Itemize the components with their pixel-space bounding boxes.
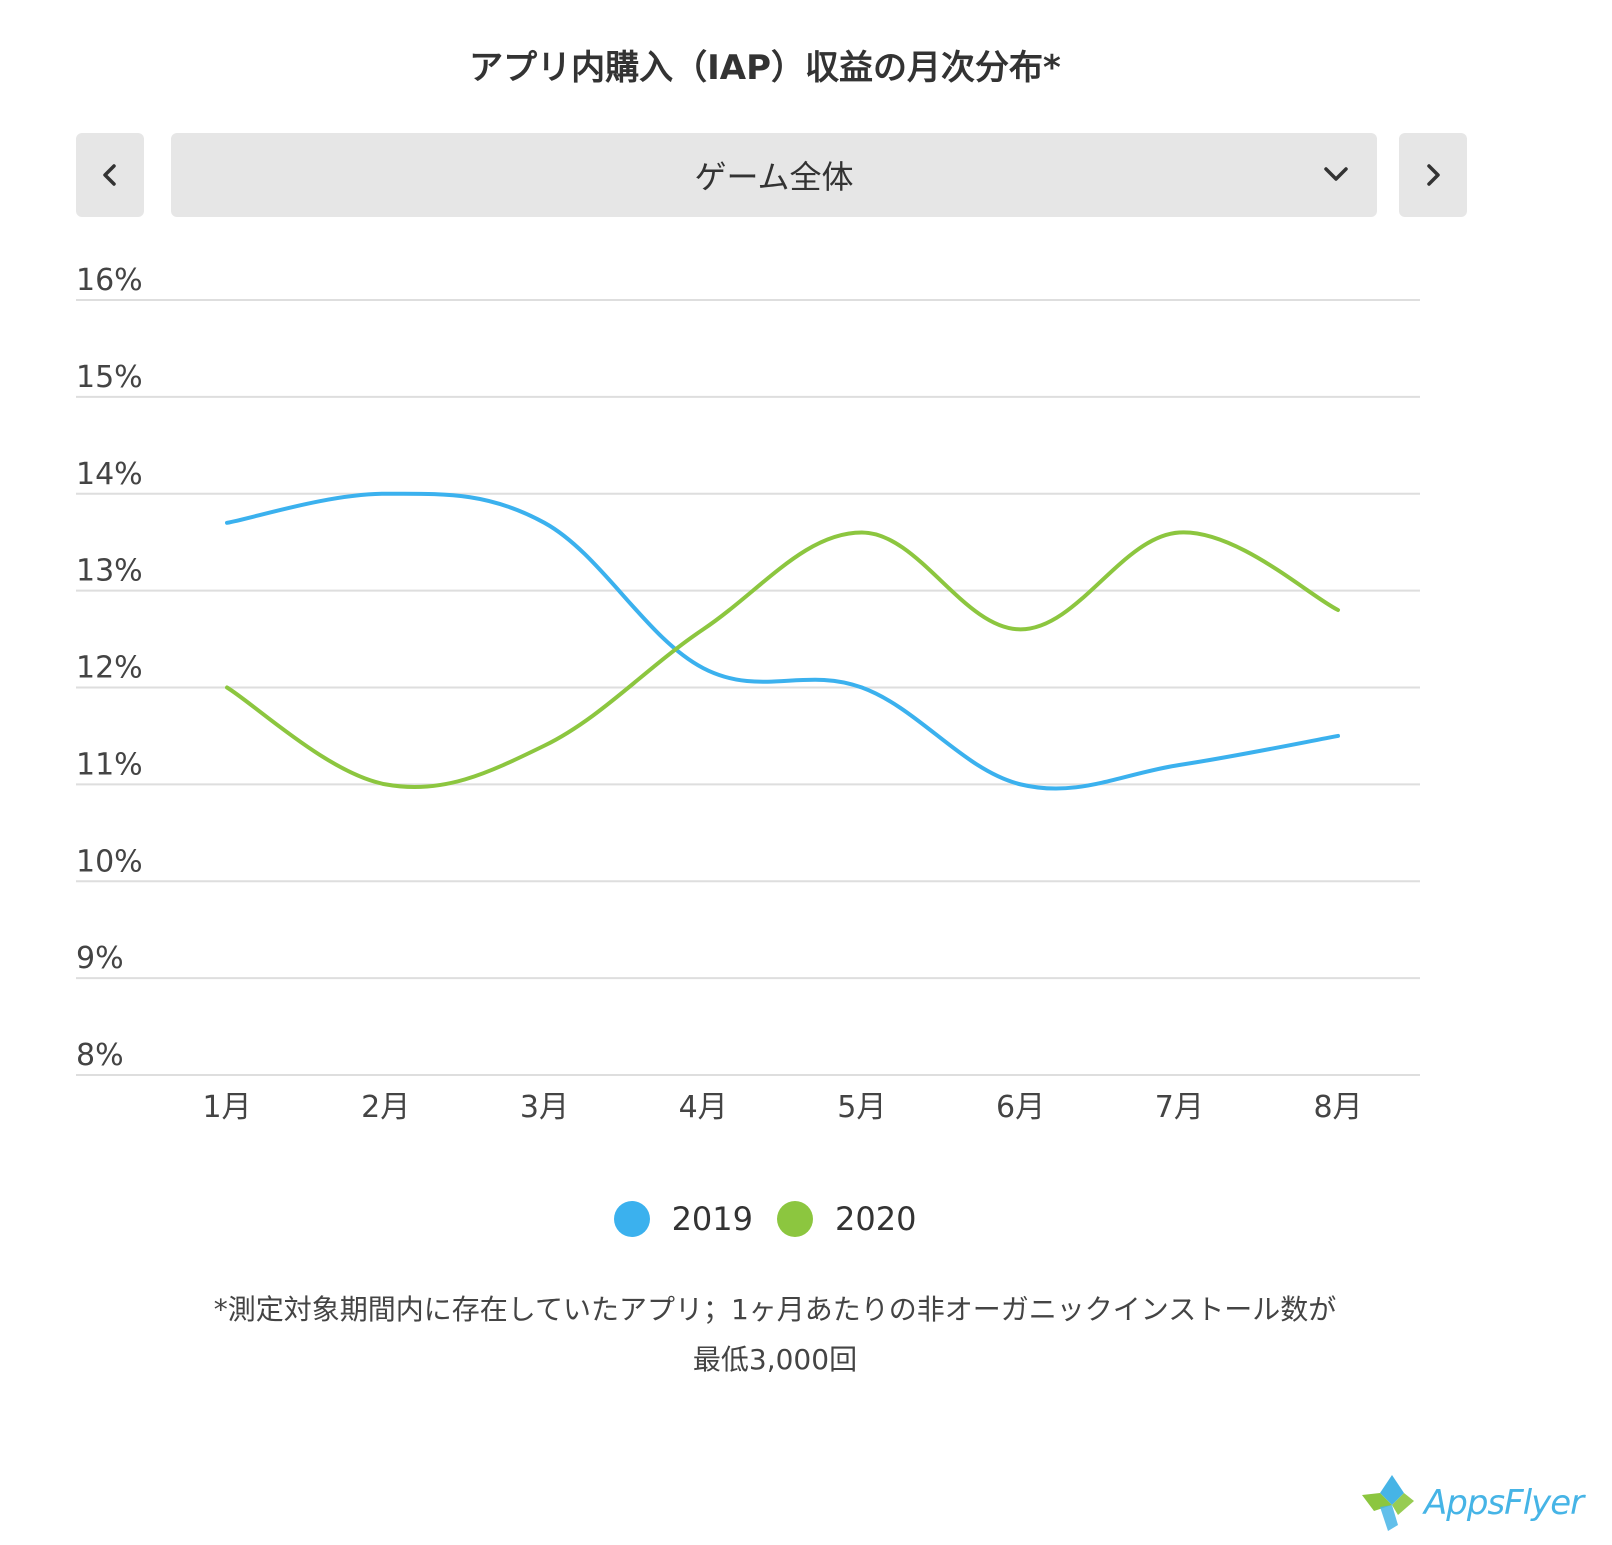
appsflyer-logo-text: AppsFlyer bbox=[1424, 1483, 1584, 1523]
chart-legend: 2019 2020 bbox=[0, 1200, 1530, 1238]
x-tick-label: 5月 bbox=[837, 1090, 886, 1125]
chevron-down-icon bbox=[1324, 167, 1348, 181]
y-tick-label: 8% bbox=[76, 1038, 124, 1073]
prev-button[interactable] bbox=[76, 133, 144, 217]
appsflyer-logo: AppsFlyer bbox=[1358, 1470, 1594, 1536]
line-chart: 16% 15% 14% 13% 12% 11% 10% 9% 8% 1月 2月 3月 4月 5月 6月 7月 8… bbox=[76, 263, 1420, 1125]
legend-item-2019[interactable]: 2019 bbox=[613, 1200, 753, 1238]
x-tick-label: 3月 bbox=[520, 1090, 569, 1125]
chevron-left-icon bbox=[103, 164, 116, 186]
appsflyer-logo-icon bbox=[1362, 1475, 1414, 1531]
footnote-line-1: *測定対象期間内に存在していたアプリ；1ヶ月あたりの非オーガニックインストール数… bbox=[213, 1293, 1337, 1326]
footnote: *測定対象期間内に存在していたアプリ；1ヶ月あたりの非オーガニックインストール数… bbox=[120, 1285, 1430, 1385]
series-line-2019 bbox=[225, 491, 1340, 791]
category-dropdown[interactable]: ゲーム全体 bbox=[171, 133, 1377, 217]
series-line-2020 bbox=[225, 530, 1340, 789]
y-tick-label: 10% bbox=[76, 844, 143, 879]
footnote-line-2: 最低3,000回 bbox=[692, 1343, 858, 1376]
legend-dot-2020 bbox=[777, 1201, 813, 1237]
y-tick-label: 16% bbox=[76, 263, 143, 298]
dropdown-selected-value: ゲーム全体 bbox=[694, 158, 854, 196]
next-button[interactable] bbox=[1399, 133, 1467, 217]
chart-title: アプリ内購入（IAP）収益の月次分布* bbox=[469, 48, 1061, 88]
y-tick-label: 12% bbox=[76, 651, 143, 686]
x-tick-label: 4月 bbox=[679, 1090, 728, 1125]
x-tick-label: 8月 bbox=[1313, 1090, 1362, 1125]
legend-label-2019: 2019 bbox=[671, 1200, 753, 1238]
x-tick-label: 7月 bbox=[1155, 1090, 1204, 1125]
y-tick-label: 15% bbox=[76, 360, 143, 395]
legend-dot-2019 bbox=[613, 1201, 650, 1237]
chevron-right-icon bbox=[1427, 164, 1440, 186]
legend-item-2020[interactable]: 2020 bbox=[777, 1200, 916, 1238]
x-tick-label: 1月 bbox=[202, 1090, 251, 1125]
y-tick-label: 14% bbox=[76, 457, 143, 492]
y-tick-label: 11% bbox=[76, 747, 143, 782]
x-tick-label: 6月 bbox=[996, 1090, 1045, 1125]
legend-label-2020: 2020 bbox=[835, 1200, 917, 1238]
x-tick-label: 2月 bbox=[361, 1090, 410, 1125]
y-tick-label: 9% bbox=[76, 941, 124, 976]
y-tick-label: 13% bbox=[76, 554, 143, 589]
